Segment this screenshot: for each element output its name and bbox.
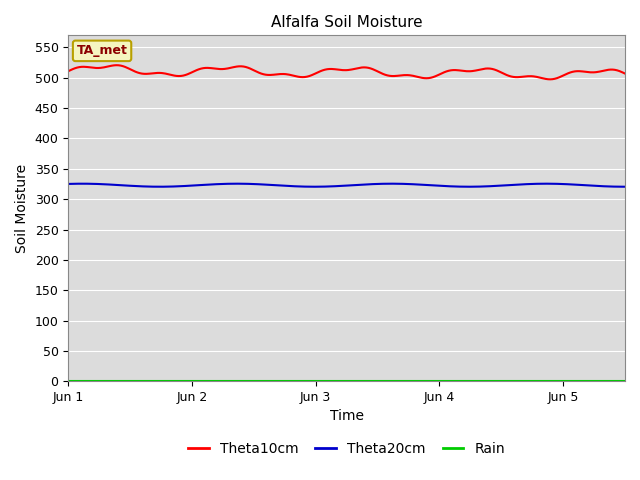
- Text: TA_met: TA_met: [77, 44, 127, 57]
- Legend: Theta10cm, Theta20cm, Rain: Theta10cm, Theta20cm, Rain: [182, 437, 511, 462]
- Title: Alfalfa Soil Moisture: Alfalfa Soil Moisture: [271, 15, 422, 30]
- X-axis label: Time: Time: [330, 409, 364, 423]
- Y-axis label: Soil Moisture: Soil Moisture: [15, 164, 29, 253]
